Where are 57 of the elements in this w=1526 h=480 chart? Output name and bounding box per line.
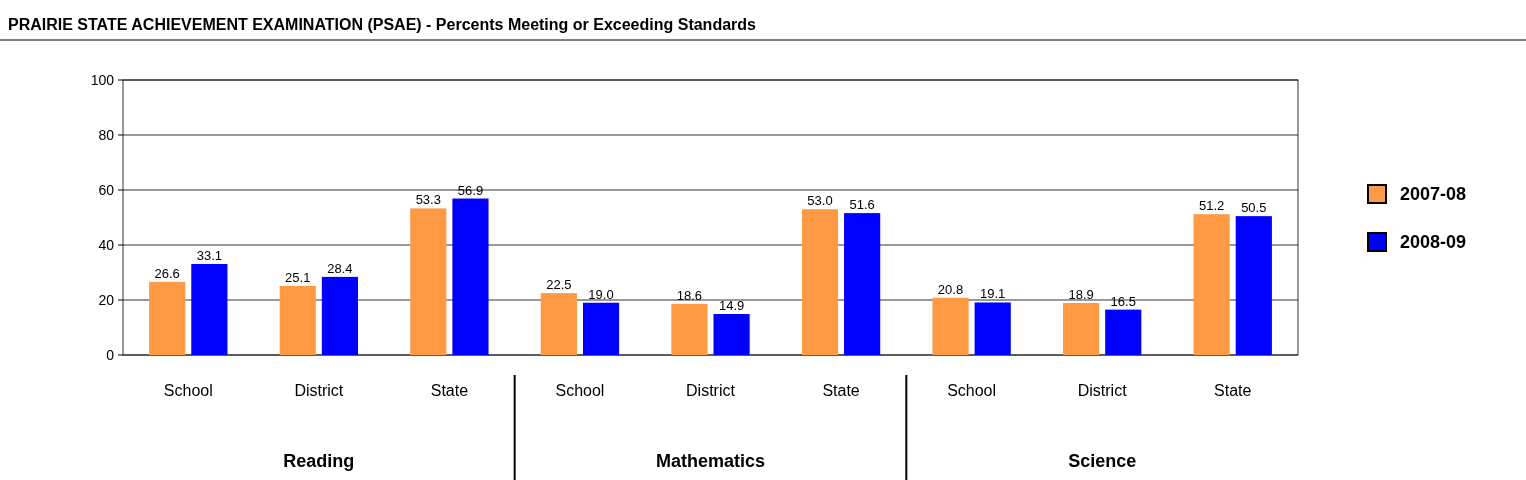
data-label: 20.8 bbox=[937, 281, 964, 297]
data-label: 33.1 bbox=[196, 247, 223, 263]
data-label: 56.9 bbox=[457, 182, 484, 198]
bar bbox=[1193, 214, 1230, 355]
x-tick-label: School bbox=[555, 382, 605, 399]
x-tick-label: State bbox=[1214, 382, 1252, 399]
bar bbox=[801, 209, 839, 355]
y-tick-label: 20 bbox=[98, 291, 115, 308]
data-label: 19.0 bbox=[588, 286, 614, 302]
bar bbox=[321, 276, 358, 355]
y-tick-label: 60 bbox=[98, 181, 115, 198]
bar bbox=[149, 281, 186, 355]
text: Mathematics bbox=[655, 451, 766, 471]
legend-label: 2008-09 bbox=[1400, 232, 1467, 253]
y-tick-label: 0 bbox=[106, 346, 115, 363]
y-tick-label: 80 bbox=[98, 126, 115, 143]
data-label: 53.3 bbox=[415, 192, 441, 208]
bar bbox=[1105, 309, 1142, 355]
x-tick-label: State bbox=[430, 382, 469, 399]
y-tick-label: 40 bbox=[98, 236, 115, 253]
x-tick-label: District bbox=[294, 382, 344, 399]
data-label: 50.5 bbox=[1241, 200, 1267, 216]
bar bbox=[844, 213, 881, 355]
x-tick-label: District bbox=[1077, 382, 1128, 399]
chart-title: PRAIRIE STATE ACHIEVEMENT EXAMINATION (PSAE) - Percents Meeting or Exceeding Standards bbox=[8, 16, 757, 33]
data-label: 51.2 bbox=[1198, 198, 1225, 214]
data-label: 25.1 bbox=[285, 269, 311, 285]
bar bbox=[410, 208, 447, 355]
bar bbox=[1235, 216, 1272, 355]
bar bbox=[974, 302, 1011, 355]
data-label: 22.5 bbox=[546, 277, 572, 293]
data-label: 18.6 bbox=[676, 287, 703, 303]
legend-label: 2007-08 bbox=[1400, 184, 1467, 205]
x-tick-label: School bbox=[947, 382, 997, 399]
data-label: 26.6 bbox=[154, 265, 180, 281]
bar bbox=[452, 198, 489, 355]
data-label: 28.4 bbox=[327, 260, 353, 276]
x-tick-label: District bbox=[686, 382, 736, 399]
bar bbox=[713, 314, 750, 355]
text: Reading bbox=[283, 451, 355, 471]
data-label: 18.9 bbox=[1068, 287, 1094, 303]
text: Science bbox=[1068, 451, 1137, 471]
bar bbox=[582, 302, 620, 355]
y-tick-label: 100 bbox=[90, 71, 115, 88]
data-label: 19.1 bbox=[980, 286, 1006, 302]
bar bbox=[191, 263, 228, 355]
bar bbox=[671, 303, 708, 355]
x-tick-label: School bbox=[163, 382, 213, 399]
data-label: 16.5 bbox=[1110, 293, 1136, 309]
data-label: 51.6 bbox=[849, 197, 875, 213]
bar bbox=[932, 297, 969, 355]
data-label: 14.9 bbox=[718, 298, 745, 314]
bar bbox=[1063, 303, 1100, 355]
bar bbox=[279, 285, 316, 355]
x-tick-label: State bbox=[822, 382, 860, 399]
bar bbox=[540, 293, 577, 355]
data-label: 53.0 bbox=[807, 193, 833, 209]
